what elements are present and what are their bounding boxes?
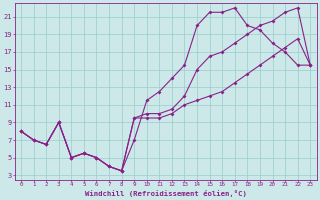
X-axis label: Windchill (Refroidissement éolien,°C): Windchill (Refroidissement éolien,°C) xyxy=(85,190,247,197)
